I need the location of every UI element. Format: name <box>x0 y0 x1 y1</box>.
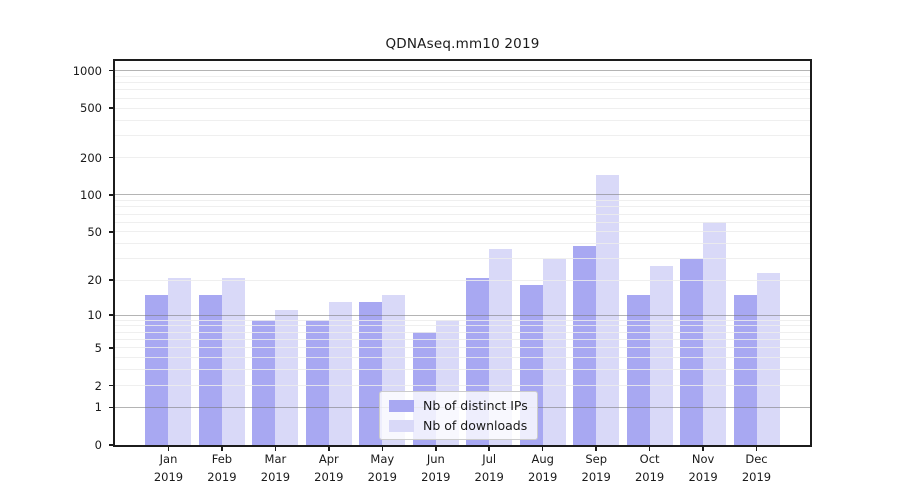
y-tick-mark <box>109 156 113 159</box>
plot-area <box>113 59 812 447</box>
x-tick-mark <box>221 447 223 451</box>
y-tick-mark <box>109 406 113 409</box>
grid-line-minor <box>115 357 810 359</box>
x-tick-label: May 2019 <box>367 452 397 484</box>
y-tick-mark <box>109 444 113 446</box>
x-tick-mark <box>541 447 544 451</box>
y-tick-mark <box>109 231 113 233</box>
y-tick-label: 0 <box>94 438 102 452</box>
y-tick-label: 2 <box>94 378 102 393</box>
bar-distinct-ips <box>305 320 329 445</box>
grid-line-major <box>115 70 810 71</box>
grid-line-minor <box>115 258 810 260</box>
y-tick-mark <box>109 347 113 349</box>
legend-swatch-downloads <box>389 419 414 432</box>
grid-line-minor <box>115 339 810 340</box>
x-tick-label: Jan 2019 <box>153 452 184 484</box>
bar-distinct-ips <box>252 320 276 445</box>
bar-downloads <box>649 266 673 445</box>
grid-line-major <box>115 194 810 196</box>
x-tick-label: Jun 2019 <box>421 452 451 484</box>
grid-line-minor <box>115 82 810 84</box>
grid-line-minor <box>115 325 810 327</box>
x-tick-mark <box>595 447 597 451</box>
x-tick-label: Mar 2019 <box>260 452 291 484</box>
bar-downloads <box>703 222 727 445</box>
grid-line-minor <box>115 89 810 91</box>
bar-distinct-ips <box>680 258 704 445</box>
x-tick-mark <box>435 447 437 451</box>
bar-distinct-ips <box>359 302 383 445</box>
grid-line-minor <box>115 331 810 333</box>
grid-line-minor <box>115 200 810 201</box>
bar-downloads <box>275 310 299 445</box>
y-tick-label: 1000 <box>72 63 102 78</box>
grid-line-minor <box>115 221 810 223</box>
x-tick-mark <box>648 447 651 451</box>
x-tick-label: Jul 2019 <box>474 452 504 484</box>
grid-line-minor <box>115 213 810 215</box>
grid-line-minor <box>115 135 810 137</box>
x-tick-label: Nov 2019 <box>688 452 718 484</box>
x-tick-label: Dec 2019 <box>741 452 772 484</box>
y-tick-mark <box>109 69 113 72</box>
chart-title: QDNAseq.mm10 2019 <box>385 36 540 52</box>
bar-downloads <box>328 302 352 445</box>
x-tick-mark <box>274 447 277 451</box>
y-tick-label: 100 <box>80 187 102 202</box>
bar-downloads <box>221 277 245 445</box>
y-tick-label: 5 <box>94 340 102 355</box>
legend: Nb of distinct IPs Nb of downloads <box>379 391 538 440</box>
bar-downloads <box>596 174 620 445</box>
y-tick-label: 1 <box>94 400 102 415</box>
grid-line-minor <box>115 279 810 281</box>
y-tick-label: 200 <box>80 150 102 165</box>
x-tick-label: Feb 2019 <box>207 452 237 484</box>
grid-line-minor <box>115 385 810 386</box>
y-tick-label: 10 <box>87 308 102 322</box>
y-tick-label: 50 <box>87 224 102 239</box>
x-tick-label: Oct 2019 <box>634 452 665 484</box>
grid-line-minor <box>115 97 810 99</box>
bar-downloads <box>756 272 780 445</box>
grid-line-minor <box>115 319 810 321</box>
grid-line-major <box>115 314 810 316</box>
legend-item-downloads: Nb of downloads <box>389 418 528 433</box>
bar-downloads <box>542 258 566 445</box>
x-tick-label: Sep 2019 <box>581 452 611 484</box>
bar-downloads <box>168 277 192 445</box>
grid-line-minor <box>115 107 810 109</box>
grid-line-minor <box>115 231 810 233</box>
grid-line-minor <box>115 75 810 77</box>
y-tick-label: 20 <box>87 273 102 287</box>
bar-distinct-ips <box>573 246 597 445</box>
x-tick-mark <box>488 447 490 451</box>
y-tick-mark <box>109 194 113 196</box>
x-tick-mark <box>702 447 704 451</box>
grid-line-minor <box>115 369 810 371</box>
x-tick-mark <box>381 447 384 451</box>
y-tick-mark <box>109 384 113 387</box>
x-tick-label: Aug 2019 <box>528 452 558 484</box>
grid-line-minor <box>115 243 810 245</box>
grid-line-minor <box>115 119 810 121</box>
x-tick-mark <box>167 447 170 451</box>
grid-line-minor <box>115 206 810 208</box>
y-tick-mark <box>109 107 113 109</box>
legend-label-downloads: Nb of downloads <box>423 418 528 433</box>
x-tick-label: Apr 2019 <box>314 452 344 484</box>
legend-item-distinct-ips: Nb of distinct IPs <box>389 398 528 413</box>
grid-line-minor <box>115 157 810 159</box>
x-tick-mark <box>755 447 758 451</box>
y-tick-label: 500 <box>80 101 102 116</box>
legend-swatch-distinct-ips <box>389 399 414 412</box>
y-tick-mark <box>109 279 113 281</box>
legend-label-distinct-ips: Nb of distinct IPs <box>423 398 528 413</box>
y-tick-mark <box>109 314 113 316</box>
x-tick-mark <box>328 447 330 451</box>
grid-line-minor <box>115 347 810 349</box>
